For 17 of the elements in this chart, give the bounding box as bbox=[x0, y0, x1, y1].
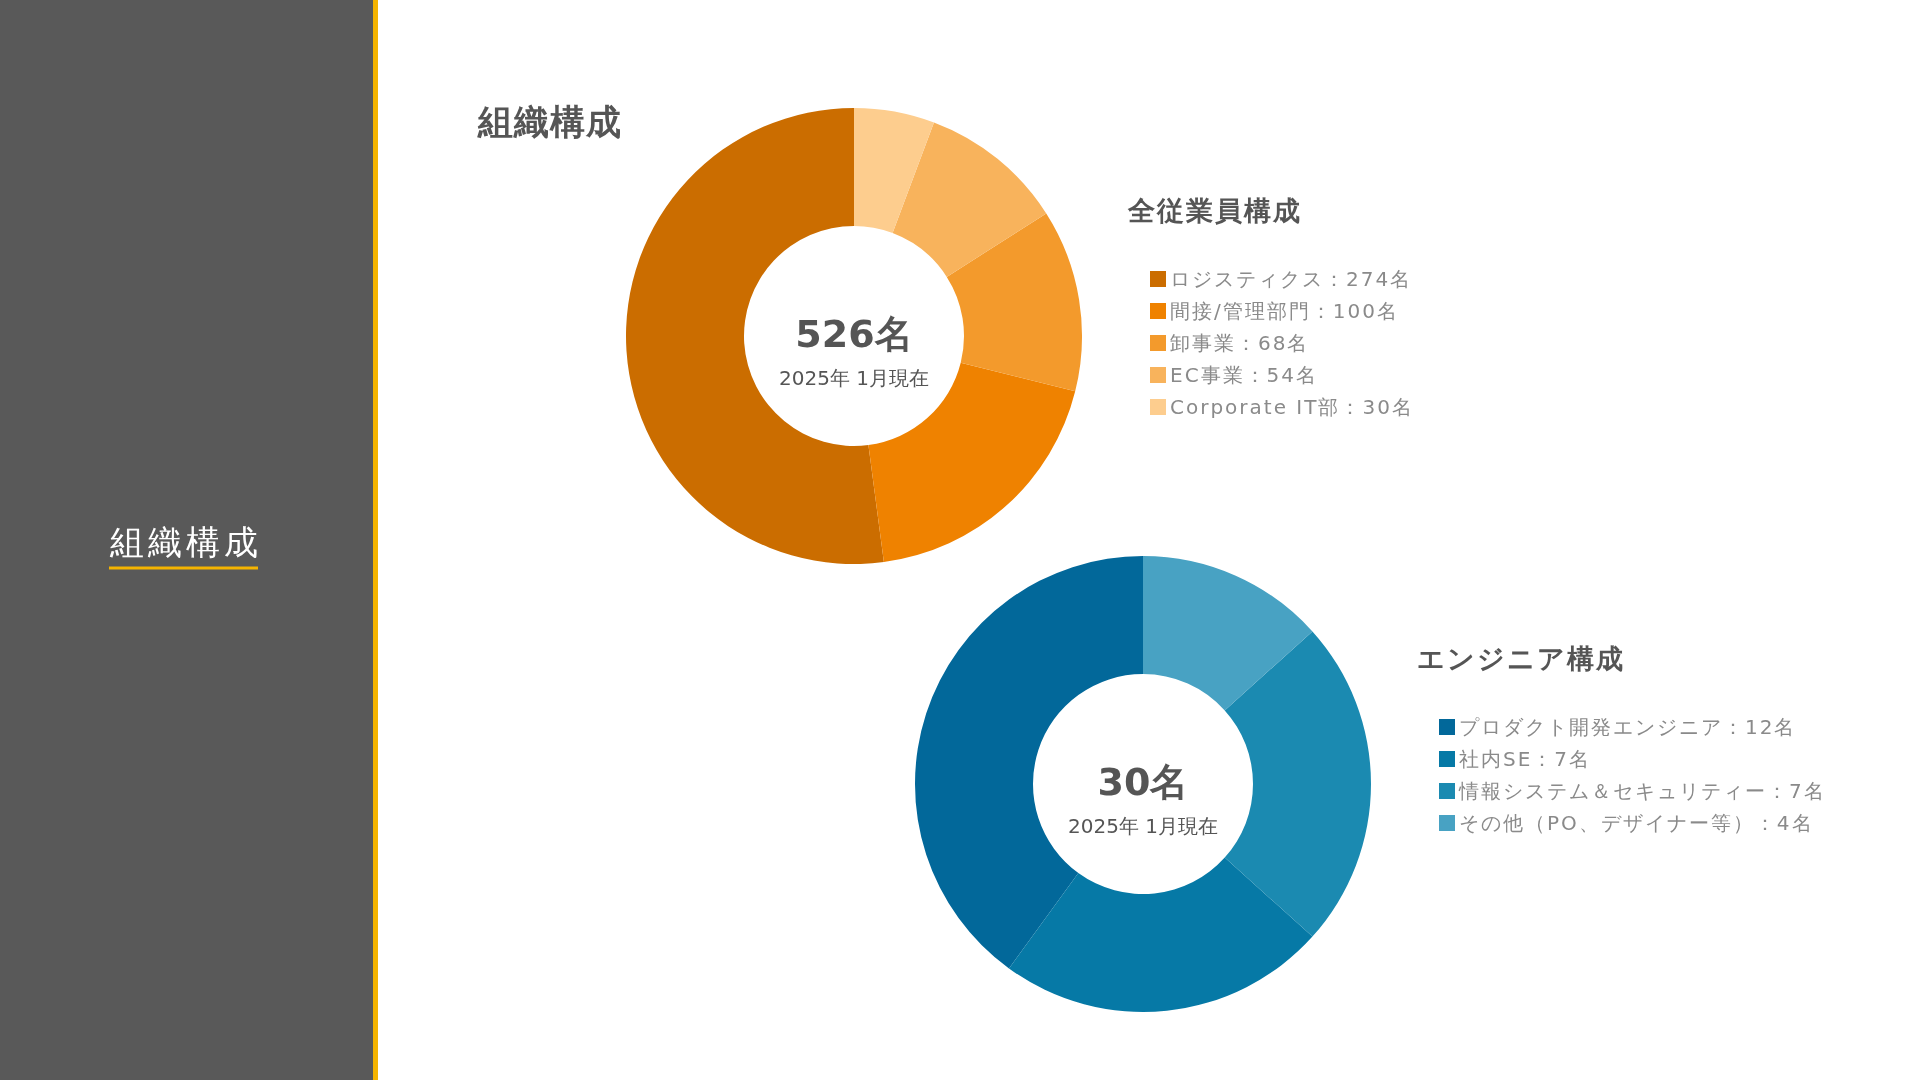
text: 526名 bbox=[795, 312, 913, 356]
legend-label: 情報システム＆セキュリティー：7名 bbox=[1458, 779, 1826, 803]
text: エンジニア構成 bbox=[1417, 642, 1625, 674]
legend-label: EC事業：54名 bbox=[1170, 363, 1319, 387]
legend-label: Corporate IT部：30名 bbox=[1170, 395, 1414, 419]
text: 組織構成 bbox=[109, 522, 262, 562]
legend-label: ロジスティクス：274名 bbox=[1170, 267, 1413, 291]
legend-label: プロダクト開発エンジニア：12名 bbox=[1459, 715, 1797, 739]
text: 30名 bbox=[1097, 760, 1189, 804]
legend-label: 卸事業：68名 bbox=[1170, 331, 1310, 355]
text: 2025年 1月現在 bbox=[1068, 814, 1218, 838]
text: 2025年 1月現在 bbox=[779, 366, 929, 390]
legend-label: 社内SE：7名 bbox=[1459, 747, 1592, 771]
legend-label: その他（PO、デザイナー等）：4名 bbox=[1459, 811, 1814, 835]
legend-label: 間接/管理部門：100名 bbox=[1170, 299, 1399, 323]
text: 組織構成 bbox=[477, 102, 622, 142]
text: 全従業員構成 bbox=[1127, 194, 1302, 226]
